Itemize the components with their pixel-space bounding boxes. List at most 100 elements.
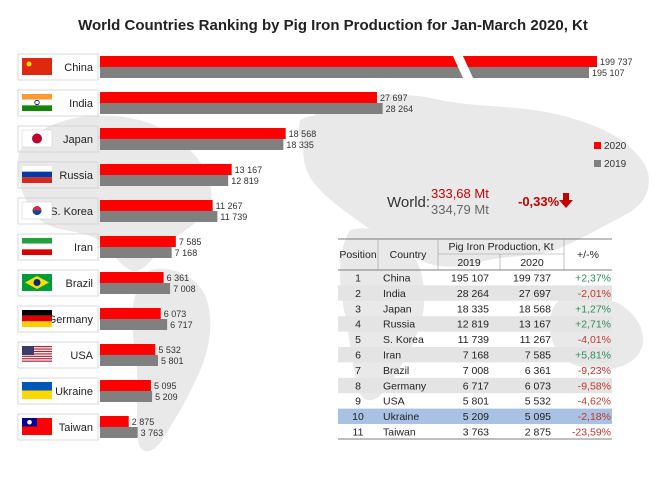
- table-row-shade: [338, 408, 612, 424]
- category-label-box: [17, 377, 99, 405]
- table-cell-2020: 27 697: [519, 288, 551, 300]
- table-row-shade: [338, 285, 612, 301]
- table-cell-2019: 18 335: [457, 303, 489, 315]
- world-label: World:: [387, 194, 430, 211]
- russia-flag-icon: [22, 166, 52, 183]
- bar-2019-brazil: [100, 283, 171, 294]
- legend-swatch-2020: [594, 142, 601, 149]
- table-cell-2019: 7 168: [463, 350, 489, 362]
- table-header-country: Country: [390, 249, 428, 261]
- table-cell-position: 9: [355, 396, 361, 408]
- bar-2019-ukraine: [100, 391, 153, 402]
- table-cell-position: 10: [352, 411, 364, 423]
- table-cell-position: 1: [355, 273, 361, 285]
- table-header-position: Position: [339, 249, 377, 261]
- category-label: India: [69, 98, 94, 110]
- chart-title: World Countries Ranking by Pig Iron Prod…: [78, 17, 588, 34]
- table-cell-2020: 5 095: [525, 411, 551, 423]
- world-summary: World: 333,68 Mt 334,79 Mt -0,33%: [387, 186, 573, 217]
- table-cell-country: Iran: [383, 350, 401, 362]
- table-header-production: Pig Iron Production, Kt: [448, 241, 553, 253]
- usa-flag-icon: [22, 346, 52, 362]
- bar-2019-skorea: [100, 211, 218, 222]
- bar-label-2019: 7 008: [173, 284, 196, 294]
- table-cell-2020: 6 361: [525, 365, 551, 377]
- category-label-box: [17, 341, 99, 369]
- table-cell-change: -2,18%: [578, 411, 611, 423]
- table-rows: 1 China 195 107 199 737 +2,37% 2 India 28 264 27…: [338, 273, 612, 439]
- table-cell-change: +2,37%: [575, 273, 611, 285]
- bar-2019-taiwan: [100, 427, 138, 438]
- bar-label-2019: 28 264: [386, 104, 414, 114]
- category-label: Japan: [63, 134, 93, 146]
- world-value-2020: 333,68 Mt: [431, 186, 489, 201]
- category-label-box: [17, 305, 99, 333]
- world-value-2019: 334,79 Mt: [431, 202, 489, 217]
- table-cell-2019: 5 801: [463, 396, 489, 408]
- bar-label-2020: 18 568: [289, 129, 317, 139]
- bar-2020-russia: [100, 164, 232, 175]
- south-korea-flag-icon: [21, 201, 53, 220]
- category-label-box: [17, 53, 99, 81]
- bar-label-2020: 199 737: [600, 57, 633, 67]
- table-header-2019: 2019: [457, 257, 481, 269]
- table-cell-change: +2,71%: [575, 319, 611, 331]
- table-cell-2020: 7 585: [525, 350, 551, 362]
- bar-2020-india: [100, 92, 377, 103]
- table-cell-change: +5,81%: [575, 350, 611, 362]
- world-change: -0,33%: [518, 194, 560, 209]
- bar-label-2019: 7 168: [175, 248, 198, 258]
- category-label: S. Korea: [50, 206, 94, 218]
- bar-2019-russia: [100, 175, 229, 186]
- bar-2020-taiwan: [100, 416, 129, 427]
- table-cell-position: 3: [355, 303, 361, 315]
- bar-label-2019: 3 763: [141, 428, 164, 438]
- brazil-flag-icon: [22, 274, 52, 291]
- table-cell-country: S. Korea: [383, 334, 424, 346]
- axis-break-mark: [452, 54, 474, 80]
- bar-2020-iran: [100, 236, 176, 247]
- table-row-shade: [338, 347, 612, 363]
- table-cell-change: -2,01%: [578, 288, 611, 300]
- table-cell-2019: 11 739: [458, 334, 489, 346]
- table-cell-country: India: [383, 288, 406, 300]
- iran-flag-icon: [22, 238, 52, 255]
- table-cell-change: -23,59%: [572, 427, 611, 439]
- down-arrow-icon: [559, 193, 573, 208]
- table-cell-2020: 13 167: [519, 319, 551, 331]
- table-cell-2019: 5 209: [463, 411, 489, 423]
- category-label-box: [17, 269, 99, 297]
- table-cell-country: Germany: [383, 380, 427, 392]
- table-cell-change: -4,62%: [578, 396, 611, 408]
- legend-label-2020: 2020: [604, 141, 627, 152]
- bar-2020-germany: [100, 308, 161, 319]
- bar-2019-germany: [100, 319, 168, 330]
- category-label-box: [17, 161, 99, 189]
- table-cell-2019: 6 717: [463, 380, 489, 392]
- table-cell-country: Russia: [383, 319, 415, 331]
- bar-label-2019: 5 209: [155, 392, 178, 402]
- bar-2019-iran: [100, 247, 172, 258]
- bar-label-2020: 6 073: [164, 309, 187, 319]
- category-label: Brazil: [65, 278, 93, 290]
- category-label-box: [17, 233, 99, 261]
- bar-2020-skorea: [100, 200, 213, 211]
- table-cell-country: USA: [383, 396, 405, 408]
- bar-label-2019: 5 801: [161, 356, 184, 366]
- table-cell-position: 2: [355, 288, 361, 300]
- category-label-box: [17, 197, 99, 225]
- bar-label-2020: 7 585: [179, 237, 202, 247]
- bars-layer: 199 737 195 107 China 27 697 28 264 India 18 5…: [17, 53, 633, 441]
- table-cell-country: Ukraine: [383, 411, 419, 423]
- table-cell-country: China: [383, 273, 411, 285]
- table-header-change: +/-%: [577, 249, 599, 261]
- table-cell-2019: 195 107: [451, 273, 489, 285]
- table-cell-change: +1,27%: [575, 303, 611, 315]
- bar-label-2020: 11 267: [216, 201, 243, 211]
- table-cell-2019: 12 819: [457, 319, 489, 331]
- bar-label-2020: 5 095: [154, 381, 177, 391]
- table-cell-2020: 5 532: [525, 396, 551, 408]
- ranking-table: Position Country Pig Iron Production, Kt…: [338, 238, 612, 440]
